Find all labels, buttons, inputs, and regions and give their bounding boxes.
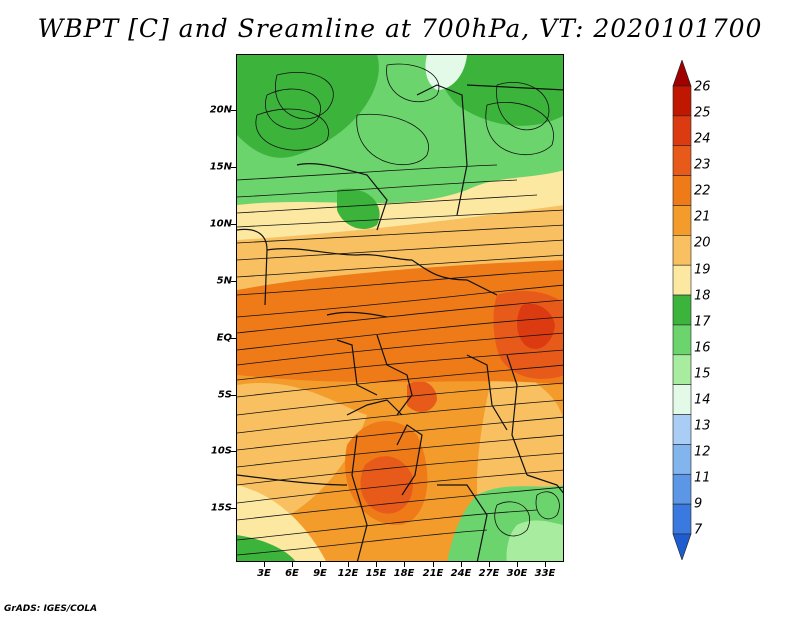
colorbar-segment <box>672 175 692 206</box>
lon-label-6e: 6E <box>285 568 299 579</box>
lat-label-eq: EQ <box>216 332 232 344</box>
field-band-23-center <box>407 380 437 412</box>
lat-tick <box>231 167 236 168</box>
chart-title: WBPT [C] and Sreamline at 700hPa, VT: 20… <box>37 14 763 43</box>
field-band-20-north <box>237 195 563 290</box>
colorbar-label-19: 19 <box>694 262 711 278</box>
lon-label-33e: 33E <box>534 568 556 579</box>
map-plot <box>236 54 564 562</box>
colorbar-segment <box>672 503 692 535</box>
lon-label-9e: 9E <box>313 568 327 579</box>
colorbar-segment <box>672 85 692 117</box>
lon-tick <box>320 562 321 567</box>
lat-label-10n: 10N <box>209 218 232 230</box>
colorbar-segment <box>672 533 692 560</box>
field-band-18-sw <box>237 535 296 561</box>
colorbar-label-20: 20 <box>694 235 711 251</box>
lon-tick <box>264 562 265 567</box>
lat-label-20n: 20N <box>209 104 232 116</box>
colorbar-segment <box>672 414 692 445</box>
colorbar-label-22: 22 <box>694 183 711 199</box>
streamlines <box>237 63 563 556</box>
lat-tick <box>231 281 236 282</box>
lon-tick <box>517 562 518 567</box>
field-band-18-center <box>337 188 380 230</box>
field-band-20 <box>237 382 367 535</box>
colorbar-segment <box>672 60 692 87</box>
colorbar-label-14: 14 <box>694 392 711 408</box>
lon-tick <box>376 562 377 567</box>
lon-label-3e: 3E <box>257 568 271 579</box>
colorbar-segment <box>672 354 692 385</box>
map-canvas <box>237 55 563 561</box>
lat-tick <box>231 395 236 396</box>
field-band-23-south <box>360 456 413 514</box>
colorbar-segment <box>672 205 692 236</box>
lat-label-15n: 15N <box>209 161 232 173</box>
colorbar-segment <box>672 264 692 296</box>
colorbar-label-15: 15 <box>694 366 711 382</box>
lat-tick <box>231 110 236 111</box>
lat-tick <box>231 508 236 509</box>
colorbar-label-18: 18 <box>694 288 711 304</box>
lon-label-24e: 24E <box>450 568 472 579</box>
colorbar-label-13: 13 <box>694 418 711 434</box>
field-band-18-nw <box>237 55 379 158</box>
lon-tick <box>433 562 434 567</box>
lon-label-21e: 21E <box>422 568 444 579</box>
lon-label-27e: 27E <box>478 568 500 579</box>
lon-tick <box>545 562 546 567</box>
colorbar-segment <box>672 294 692 326</box>
lon-tick <box>292 562 293 567</box>
colorbar-label-23: 23 <box>694 157 711 173</box>
lat-label-15s: 15S <box>210 502 232 514</box>
colorbar-segment <box>672 235 692 266</box>
field-band-19-north <box>237 165 563 240</box>
colorbar-label-26: 26 <box>694 79 711 95</box>
lat-label-5n: 5N <box>216 275 232 287</box>
colorbar-segment <box>672 145 692 176</box>
field-band-24-east <box>517 303 555 349</box>
colorbar-label-11: 11 <box>694 470 711 486</box>
colorbar-label-25: 25 <box>694 105 711 121</box>
colorbar-label-17: 17 <box>694 314 711 330</box>
colorbar-segment <box>672 324 692 356</box>
colorbar-segment <box>672 384 692 415</box>
colorbar-label-24: 24 <box>694 131 711 147</box>
lat-tick <box>231 224 236 225</box>
field-band-15-north <box>425 55 467 90</box>
country-borders <box>237 84 563 561</box>
lon-tick <box>489 562 490 567</box>
lon-label-12e: 12E <box>337 568 359 579</box>
footer-credit: GrADS: IGES/COLA <box>4 604 98 614</box>
lon-tick <box>348 562 349 567</box>
colorbar-label-9: 9 <box>694 496 703 512</box>
colorbar-label-7: 7 <box>694 522 703 538</box>
colorbar-label-16: 16 <box>694 340 711 356</box>
lon-label-15e: 15E <box>365 568 387 579</box>
field-band-16-se <box>506 520 563 561</box>
lat-label-10s: 10S <box>210 445 232 457</box>
lon-label-30e: 30E <box>506 568 528 579</box>
colorbar-segments <box>672 60 692 560</box>
lon-tick <box>404 562 405 567</box>
colorbar-label-12: 12 <box>694 444 711 460</box>
lat-tick <box>231 451 236 452</box>
lon-tick <box>461 562 462 567</box>
lat-label-5s: 5S <box>217 389 232 401</box>
colorbar <box>672 60 692 560</box>
field-band-18-ne <box>436 55 563 126</box>
colorbar-segment <box>672 444 692 475</box>
lat-tick <box>231 338 236 339</box>
colorbar-segment <box>672 115 692 147</box>
colorbar-segment <box>672 473 692 505</box>
lon-label-18e: 18E <box>393 568 415 579</box>
colorbar-label-21: 21 <box>694 209 711 225</box>
